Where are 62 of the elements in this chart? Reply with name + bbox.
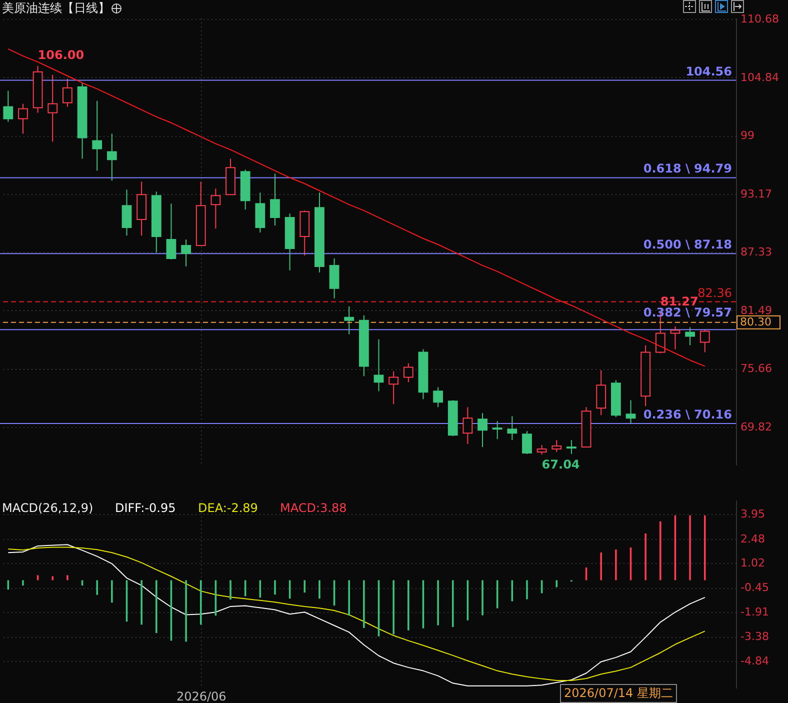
ref-line-label: 0.500 \ 87.18 <box>643 238 732 252</box>
candlestick <box>388 370 399 405</box>
candlestick <box>566 440 576 455</box>
y-tick-label: 81.49 <box>740 304 772 317</box>
x-tick-label: 2026/06 <box>176 690 226 703</box>
y-tick-label: 99 <box>740 129 754 142</box>
candlestick <box>478 412 488 448</box>
y-tick-label: 3.95 <box>740 508 765 521</box>
y-tick-label: -0.45 <box>740 581 769 594</box>
candlestick <box>433 386 443 408</box>
candlestick <box>181 239 191 267</box>
candlestick <box>3 90 14 122</box>
candlestick <box>210 188 221 230</box>
annotation: 106.00 <box>38 48 84 62</box>
candlestick <box>552 440 562 453</box>
y-tick-label: 87.33 <box>740 246 772 259</box>
candlestick <box>403 362 414 383</box>
chart-title: MACD(26,12,9) <box>2 501 94 515</box>
candlestick <box>536 444 547 456</box>
y-tick-label: 2.48 <box>740 532 765 546</box>
candlestick <box>166 203 176 260</box>
ref-line-label: 80.30 <box>740 315 772 328</box>
y-tick-label: 104.84 <box>740 70 779 84</box>
candlestick <box>344 306 354 335</box>
candlestick <box>626 400 636 425</box>
annotation: 67.04 <box>542 458 580 472</box>
candlestick <box>374 338 384 392</box>
candlestick <box>670 326 680 350</box>
text: DIFF:-0.95 <box>115 501 176 515</box>
candlestick <box>255 192 266 234</box>
candlestick <box>685 326 695 346</box>
ref-line-label: 0.236 \ 70.16 <box>643 407 732 422</box>
y-tick-label: 93.17 <box>740 187 772 200</box>
candlestick <box>122 189 132 236</box>
annotation: 2026/07/14 星期二 <box>560 684 677 703</box>
candlestick <box>62 78 72 108</box>
y-tick-label: -1.91 <box>740 606 769 619</box>
y-tick-label: 110.68 <box>740 12 779 26</box>
candlestick <box>92 100 102 172</box>
candlestick <box>270 173 280 226</box>
y-tick-label: 1.02 <box>740 556 765 570</box>
y-tick-label: -3.38 <box>740 630 769 644</box>
candlestick <box>700 328 710 353</box>
candlestick <box>522 430 532 455</box>
candlestick <box>329 258 340 299</box>
ref-line-label: 82.36 <box>698 286 732 300</box>
candlestick <box>106 133 117 182</box>
ref-line-label: 0.382 \ 79.57 <box>643 305 732 320</box>
y-tick-label: 69.82 <box>740 420 772 434</box>
candlestick <box>48 74 58 142</box>
text: DEA:-2.89 <box>198 501 258 515</box>
candlestick <box>462 406 473 445</box>
ref-line-label: 0.618 \ 94.79 <box>643 162 732 176</box>
candlestick <box>596 370 606 416</box>
y-tick-label: -4.84 <box>740 654 769 668</box>
chart-title: 美原油连续【日线】 <box>2 0 110 17</box>
text: MACD:3.88 <box>280 501 347 515</box>
y-tick-label: 75.66 <box>740 362 772 376</box>
candlestick <box>507 416 518 441</box>
ref-line-label: 104.56 <box>686 64 732 78</box>
candlestick <box>492 420 502 440</box>
candlestick <box>18 103 28 134</box>
